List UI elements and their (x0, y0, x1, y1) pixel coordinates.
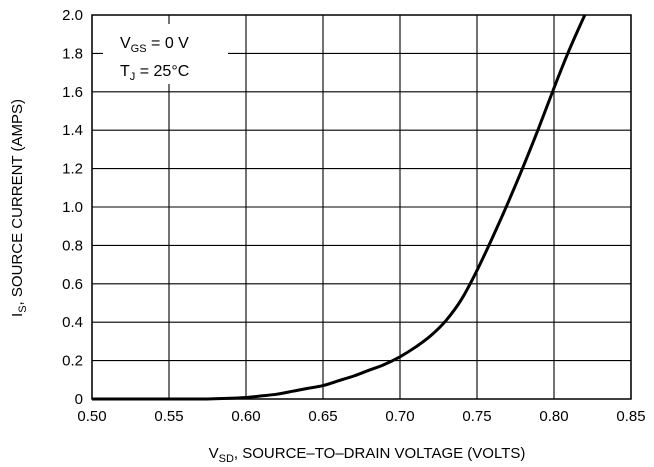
grid (91, 14, 632, 400)
y-tick-label: 0 (75, 391, 83, 408)
x-tick-label: 0.55 (154, 408, 183, 425)
conditions-box (103, 24, 228, 84)
x-tick-label: 0.50 (77, 408, 106, 425)
y-tick-label: 0.6 (62, 276, 83, 293)
x-tick-label: 0.75 (462, 408, 491, 425)
series-line (91, 14, 587, 401)
y-tick-label: 1.8 (62, 45, 83, 62)
x-tick-label: 0.85 (616, 408, 645, 425)
plot-frame (91, 14, 632, 400)
condition-tj: TJ = 25°C (120, 63, 189, 83)
y-tick-label: 0.2 (62, 353, 83, 370)
y-tick-label: 0.8 (62, 237, 83, 254)
x-axis-title: VSD, SOURCE–TO–DRAIN VOLTAGE (VOLTS) (209, 445, 526, 465)
condition-vgs: VGS = 0 V (120, 35, 189, 55)
y-tick-label: 1.2 (62, 161, 83, 178)
x-tick-label: 0.60 (231, 408, 260, 425)
x-axis: 0.50 0.55 0.60 0.65 0.70 0.75 0.80 0.85 (77, 408, 645, 425)
y-tick-label: 0.4 (62, 314, 83, 331)
y-tick-label: 1.6 (62, 84, 83, 101)
x-tick-label: 0.65 (308, 408, 337, 425)
y-axis: 0 0.2 0.4 0.6 0.8 1.0 1.2 1.4 1.6 1.8 2.0 (62, 7, 83, 408)
y-tick-label: 2.0 (62, 7, 83, 24)
x-tick-label: 0.70 (385, 408, 414, 425)
y-axis-title: IS, SOURCE CURRENT (AMPS) (9, 99, 29, 317)
y-tick-label: 1.0 (62, 199, 83, 216)
y-tick-label: 1.4 (62, 122, 83, 139)
x-tick-label: 0.80 (539, 408, 568, 425)
